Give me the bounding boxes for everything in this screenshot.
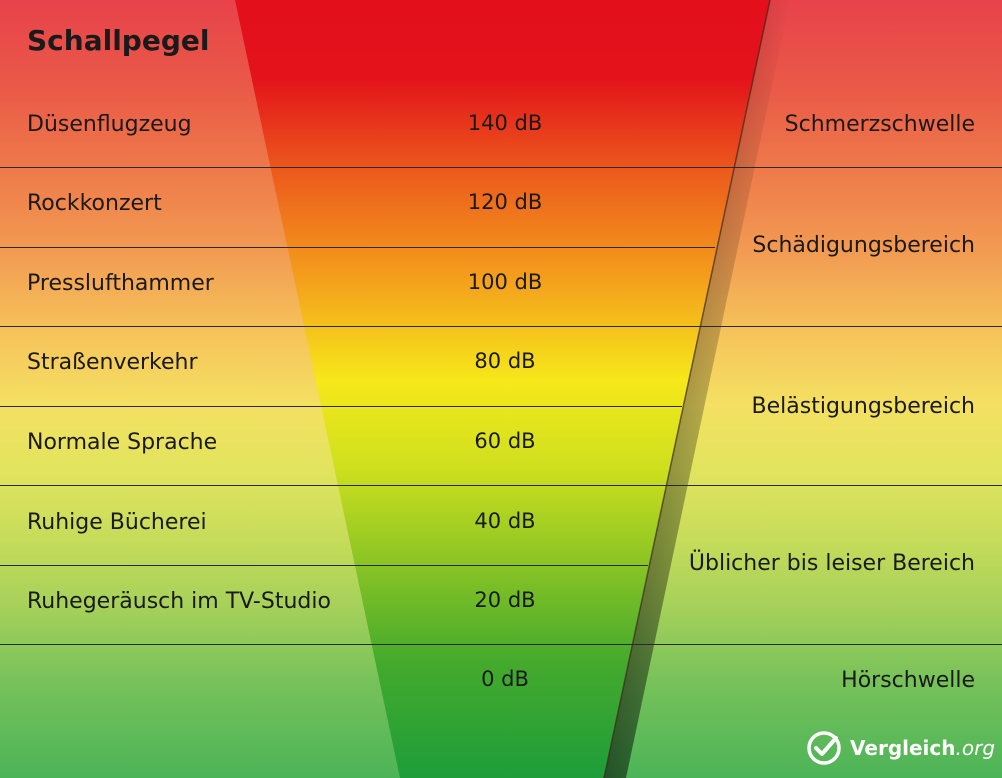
logo-name: Vergleich.org bbox=[850, 736, 995, 760]
funnel-shadow bbox=[602, 0, 790, 778]
page-title: Schallpegel bbox=[27, 24, 210, 57]
decibel-value: 120 dB bbox=[467, 190, 543, 214]
funnel-right-edge bbox=[603, 0, 771, 778]
noise-source-label: Düsenflugzeug bbox=[27, 112, 192, 137]
noise-source-label: Normale Sprache bbox=[27, 430, 218, 455]
hearing-category-label: Schmerzschwelle bbox=[784, 112, 975, 137]
hearing-category-label: Schädigungsbereich bbox=[752, 233, 975, 258]
row-divider bbox=[0, 644, 1002, 645]
brand-logo: Vergleich.org bbox=[806, 730, 995, 766]
row-divider bbox=[0, 167, 1002, 168]
row-divider bbox=[0, 565, 648, 566]
decibel-value: 60 dB bbox=[474, 429, 536, 453]
decibel-value: 40 dB bbox=[474, 509, 536, 533]
hearing-category-label: Hörschwelle bbox=[841, 668, 975, 693]
checkmark-circle-icon bbox=[807, 731, 841, 765]
decibel-value: 80 dB bbox=[474, 349, 536, 373]
row-divider bbox=[0, 406, 682, 407]
logo-tld: .org bbox=[955, 736, 996, 760]
decibel-value: 20 dB bbox=[474, 588, 536, 612]
noise-source-label: Straßenverkehr bbox=[27, 350, 198, 375]
logo-brand: Vergleich bbox=[850, 736, 956, 760]
row-divider bbox=[0, 247, 715, 248]
noise-source-label: Ruhegeräusch im TV-Studio bbox=[27, 589, 331, 614]
noise-source-label: Ruhige Bücherei bbox=[27, 510, 207, 535]
row-divider bbox=[0, 485, 1002, 486]
noise-source-label: Rockkonzert bbox=[27, 191, 162, 216]
hearing-category-label: Üblicher bis leiser Bereich bbox=[688, 551, 975, 576]
decibel-value: 100 dB bbox=[467, 270, 543, 294]
noise-source-label: Presslufthammer bbox=[27, 271, 214, 296]
funnel-body bbox=[235, 0, 770, 778]
row-divider bbox=[0, 326, 1002, 327]
decibel-value: 0 dB bbox=[481, 667, 529, 691]
decibel-value: 140 dB bbox=[467, 111, 543, 135]
hearing-category-label: Belästigungsbereich bbox=[751, 394, 975, 419]
